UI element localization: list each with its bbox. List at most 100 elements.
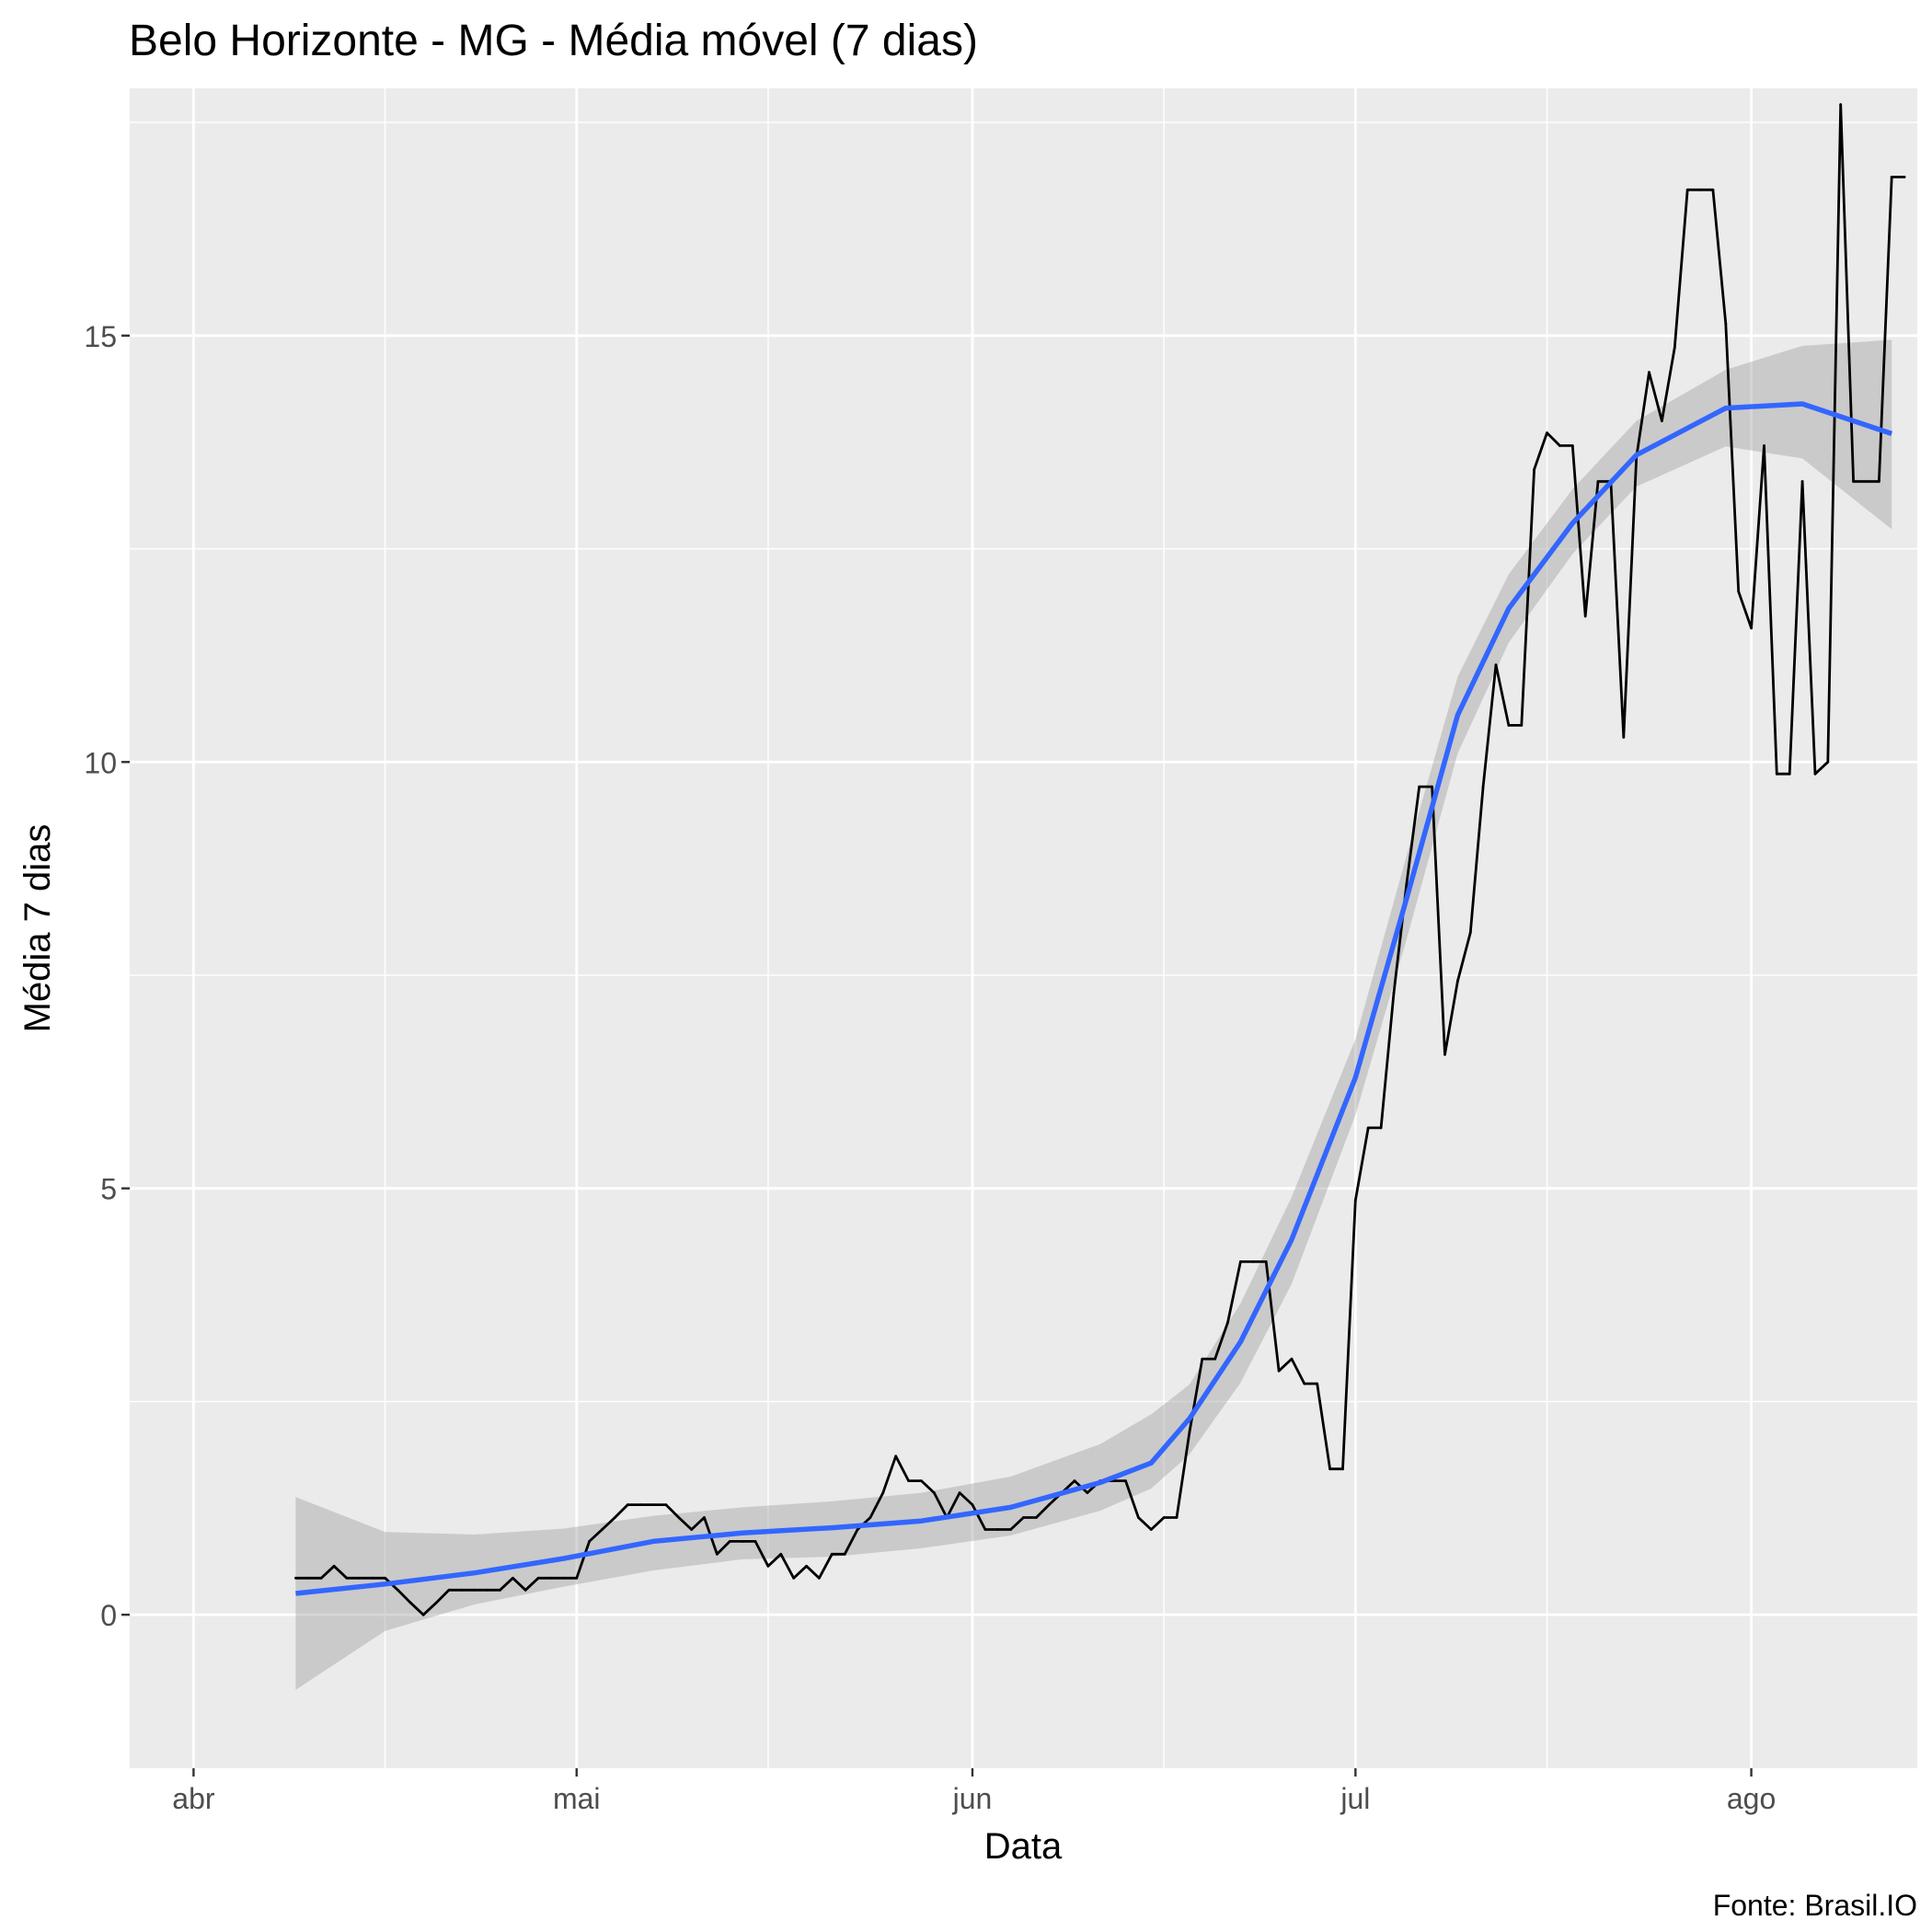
data-point xyxy=(1685,188,1689,191)
data-point xyxy=(638,1503,642,1506)
data-point xyxy=(345,1576,349,1580)
data-point xyxy=(408,1601,412,1604)
data-point xyxy=(1022,1516,1025,1519)
data-point xyxy=(1213,1357,1217,1361)
data-point xyxy=(1903,176,1906,178)
data-point xyxy=(562,1576,566,1580)
data-point xyxy=(319,1576,323,1580)
data-point xyxy=(614,1516,616,1519)
major-gridlines xyxy=(130,88,1917,1768)
data-point xyxy=(601,1528,604,1531)
data-point xyxy=(1366,1126,1370,1130)
data-point xyxy=(294,1576,297,1580)
chart-caption: Fonte: Brasil.IO xyxy=(1713,1889,1917,1922)
data-point xyxy=(447,1588,451,1592)
data-point xyxy=(1264,1260,1268,1263)
y-axis: 0 5 10 15 xyxy=(84,320,130,1632)
data-point xyxy=(473,1588,477,1592)
data-point xyxy=(1661,420,1663,422)
data-point xyxy=(1239,1260,1242,1263)
x-tick-label: abr xyxy=(172,1782,215,1815)
data-point xyxy=(868,1516,872,1519)
minor-gridlines xyxy=(130,88,1917,1829)
data-point xyxy=(1570,444,1574,447)
data-point xyxy=(843,1552,846,1556)
data-point xyxy=(1468,931,1472,934)
data-point xyxy=(1763,444,1765,447)
data-point xyxy=(1328,1467,1331,1471)
data-point xyxy=(1353,1199,1357,1202)
data-point xyxy=(1800,479,1804,483)
data-point xyxy=(1251,1260,1255,1263)
data-point xyxy=(664,1503,668,1506)
data-point xyxy=(536,1576,540,1580)
data-point xyxy=(1481,785,1485,788)
data-point xyxy=(1852,479,1855,483)
data-point xyxy=(1431,785,1433,788)
data-point xyxy=(881,1491,885,1494)
data-point xyxy=(1073,1479,1076,1482)
data-point xyxy=(1839,103,1843,106)
data-point xyxy=(306,1576,310,1580)
data-point xyxy=(933,1491,936,1494)
series-lines xyxy=(294,103,1906,1616)
data-point xyxy=(486,1588,489,1592)
data-point xyxy=(1303,1382,1306,1386)
data-point xyxy=(1316,1382,1319,1386)
data-point xyxy=(1086,1491,1089,1494)
data-point xyxy=(1341,1467,1344,1471)
x-tick-label: ago xyxy=(1727,1782,1776,1815)
data-point xyxy=(920,1479,923,1482)
data-point xyxy=(512,1576,514,1580)
data-point xyxy=(1035,1516,1038,1519)
y-tick-label: 0 xyxy=(100,1599,117,1632)
data-point xyxy=(1226,1320,1229,1324)
y-tick-label: 15 xyxy=(84,320,117,353)
data-point xyxy=(588,1540,591,1543)
data-point xyxy=(1865,479,1868,483)
data-point xyxy=(766,1564,770,1568)
x-tick-label: jun xyxy=(952,1782,993,1815)
data-point xyxy=(1405,882,1409,886)
data-point xyxy=(1494,663,1498,666)
data-point xyxy=(1596,479,1600,483)
data-point xyxy=(741,1540,744,1543)
data-point xyxy=(1162,1516,1166,1519)
data-point xyxy=(1826,760,1830,764)
data-point xyxy=(996,1528,1000,1531)
data-point xyxy=(1813,772,1817,776)
data-point xyxy=(1047,1503,1051,1506)
data-point xyxy=(716,1552,719,1556)
data-point xyxy=(703,1516,706,1519)
data-point xyxy=(1750,627,1753,630)
data-point xyxy=(1673,346,1676,350)
data-point xyxy=(1546,431,1548,434)
data-point xyxy=(753,1540,757,1543)
data-point xyxy=(1533,467,1535,471)
data-point xyxy=(1775,772,1778,776)
data-point xyxy=(958,1491,961,1494)
data-point xyxy=(894,1455,898,1458)
data-point xyxy=(983,1528,987,1531)
x-axis: abr mai jun jul ago xyxy=(172,1768,1776,1815)
data-point xyxy=(1201,1357,1204,1361)
data-point xyxy=(1290,1357,1294,1361)
data-point xyxy=(830,1552,834,1556)
data-point xyxy=(805,1564,808,1568)
data-point xyxy=(1418,785,1421,788)
confidence-ribbon xyxy=(295,339,1892,1690)
data-point xyxy=(677,1516,681,1519)
data-point xyxy=(1009,1528,1012,1531)
data-point xyxy=(434,1601,438,1604)
data-point xyxy=(1137,1516,1140,1519)
data-point xyxy=(575,1576,579,1580)
data-point xyxy=(499,1588,501,1592)
data-point xyxy=(1558,444,1561,447)
data-point xyxy=(1788,772,1791,776)
data-point xyxy=(856,1528,859,1531)
x-tick-label: mai xyxy=(553,1782,601,1815)
data-point xyxy=(421,1613,425,1616)
data-point xyxy=(1124,1479,1127,1482)
series-line-smooth-trend xyxy=(295,401,1893,1596)
